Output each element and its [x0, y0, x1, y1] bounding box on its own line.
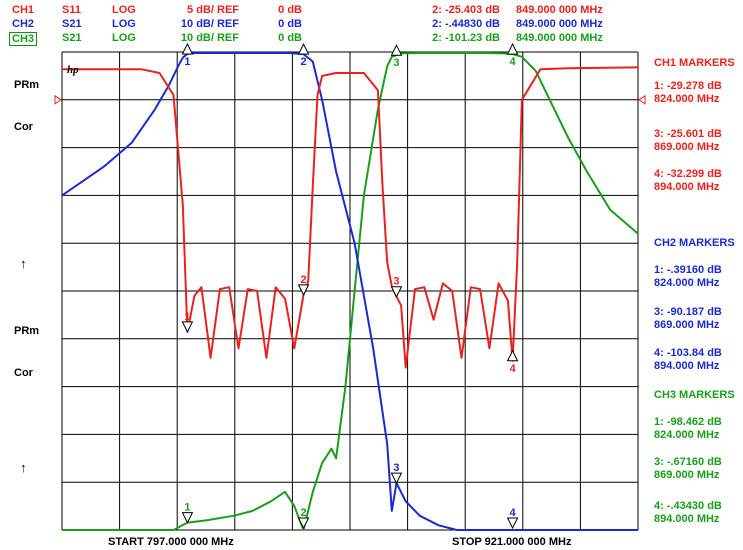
prm-label: PRm [14, 79, 40, 91]
marker-number: 3 [393, 462, 399, 474]
marker-1-icon [181, 42, 194, 55]
up-arrow-icon: ↑ [20, 256, 27, 271]
parameter: S11 [62, 4, 81, 16]
marker-frequency: 894.000 MHz [654, 360, 720, 372]
marker-value: 1: -.39160 dB [654, 264, 722, 276]
active-marker-value: 2: -.44830 dB [432, 18, 500, 30]
marker-value: 4: -103.84 dB [654, 347, 722, 359]
marker-frequency: 824.000 MHz [654, 277, 720, 289]
marker-number: 2 [300, 507, 306, 519]
marker-4-icon [506, 517, 519, 530]
scale: 10 dB/ REF [180, 18, 239, 30]
reference: 0 dB [278, 18, 302, 30]
marker-value: 4: -.43430 dB [654, 500, 722, 512]
trace-ch2 [61, 52, 638, 531]
reference-markers [54, 94, 646, 105]
marker-value: 3: -90.187 dB [654, 306, 722, 318]
marker-value: 3: -.67160 dB [654, 456, 722, 468]
active-marker-value: 2: -25.403 dB [432, 4, 500, 16]
up-arrow-icon: ↑ [20, 460, 27, 475]
marker-number: 1 [184, 502, 190, 514]
marker-4-icon [506, 42, 519, 55]
reference-position-right-icon [638, 94, 646, 105]
marker-frequency: 869.000 MHz [654, 141, 720, 153]
marker-number: 4 [510, 507, 517, 519]
channel-name[interactable]: CH1 [12, 4, 35, 16]
format: LOG [112, 4, 136, 16]
active-marker-frequency: 849.000 000 MHz [516, 32, 603, 44]
stop-frequency: STOP 921.000 000 MHz [452, 536, 572, 548]
ch3-markers-title-text: CH3 MARKERS [654, 389, 735, 401]
trace-ch1 [62, 66, 639, 369]
marker-2-icon [297, 43, 310, 55]
marker-number: 2 [300, 56, 306, 68]
marker-value: 3: -25.601 dB [654, 128, 722, 140]
marker-number: 3 [393, 57, 399, 69]
marker-3-icon [390, 472, 403, 485]
cor-label: Cor [14, 367, 33, 379]
marker-frequency: 824.000 MHz [654, 429, 720, 441]
marker-3-icon [390, 286, 403, 298]
parameter: S21 [62, 32, 82, 44]
marker-number: 2 [300, 274, 306, 286]
start-frequency: START 797.000 000 MHz [108, 536, 234, 548]
marker-2-icon [297, 284, 310, 296]
ch1-header-row: CH1 S11 LOG 5 dB/ REF 0 dB 2: -25.403 dB… [0, 4, 743, 17]
marker-number: 4 [510, 56, 517, 68]
reference: 0 dB [278, 4, 302, 16]
ch1-markers-title-text: CH1 MARKERS [654, 57, 735, 69]
marker-frequency: 824.000 MHz [654, 93, 720, 105]
marker-frequency: 869.000 MHz [654, 469, 720, 481]
reference: 0 dB [278, 32, 302, 44]
parameter: S21 [62, 18, 82, 30]
marker-glyphs: 1 2 3 4 1 2 3 4 1 2 3 4 [181, 42, 519, 530]
active-channel-box[interactable]: CH3 [9, 32, 38, 46]
marker-1-icon [181, 321, 194, 334]
marker-number: 3 [393, 276, 399, 288]
active-marker-frequency: 849.000 000 MHz [516, 4, 603, 16]
marker-3-icon [390, 44, 403, 56]
marker-number: 1 [184, 311, 190, 323]
marker-4-icon [506, 349, 519, 362]
ch1-markers-title: CH1 MARKERS [654, 57, 735, 69]
marker-frequency: 894.000 MHz [654, 513, 720, 525]
prm-label: PRm [14, 325, 40, 337]
ch3-markers-title: CH3 MARKERS [654, 389, 735, 401]
channel-name[interactable]: CH2 [12, 18, 35, 30]
format: LOG [112, 18, 136, 30]
marker-value: 1: -98.462 dB [654, 416, 722, 428]
trace-ch3 [62, 52, 639, 531]
traces [61, 52, 639, 531]
marker-frequency: 894.000 MHz [654, 181, 720, 193]
scale: 5 dB/ REF [187, 4, 239, 16]
scale: 10 dB/ REF [180, 32, 239, 44]
hp-logo: hp [67, 64, 79, 76]
format: LOG [112, 32, 136, 44]
ch2-markers-title-text: CH2 MARKERS [654, 237, 735, 249]
cor-label: Cor [14, 121, 33, 133]
marker-value: 1: -29.278 dB [654, 80, 722, 92]
active-marker-frequency: 849.000 000 MHz [516, 18, 603, 30]
reference-position-left-icon [54, 94, 62, 105]
marker-frequency: 869.000 MHz [654, 319, 720, 331]
active-marker-value: 2: -101.23 dB [432, 32, 500, 44]
ch3-header-row: CH3 S21 LOG 10 dB/ REF 0 dB 2: -101.23 d… [0, 32, 743, 46]
grid [61, 51, 639, 531]
marker-value: 4: -32.299 dB [654, 168, 722, 180]
marker-number: 4 [510, 363, 517, 375]
marker-1-icon [181, 512, 194, 524]
ch2-header-row: CH2 S21 LOG 10 dB/ REF 0 dB 2: -.44830 d… [0, 18, 743, 31]
marker-number: 1 [184, 56, 190, 68]
ch2-markers-title: CH2 MARKERS [654, 237, 735, 249]
marker-2-icon [297, 517, 310, 530]
channel-header: CH1 S11 LOG 5 dB/ REF 0 dB 2: -25.403 dB… [0, 0, 743, 50]
